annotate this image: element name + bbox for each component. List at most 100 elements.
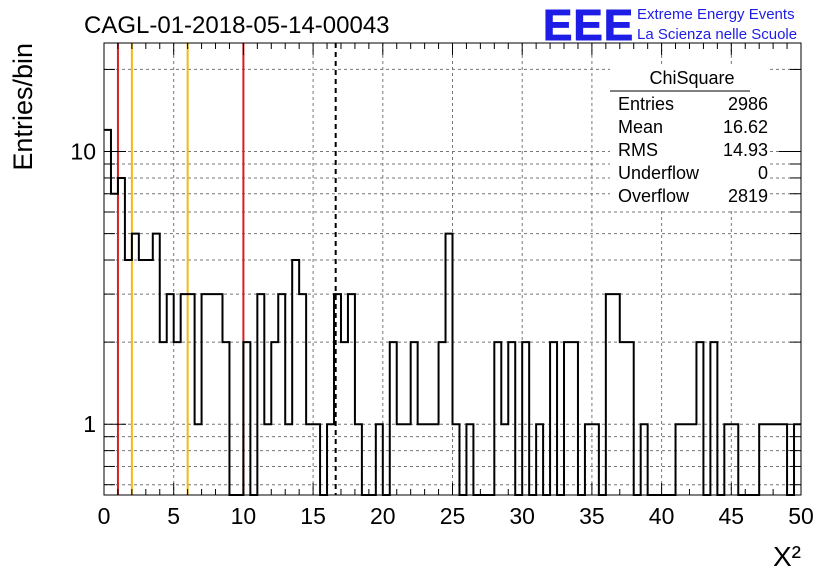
- histogram-bin: [271, 342, 278, 495]
- histogram-bin: [592, 424, 599, 495]
- stats-value-underflow: 0: [758, 163, 768, 183]
- stats-label-rms: RMS: [618, 140, 658, 160]
- histogram-bin: [209, 294, 216, 495]
- x-tick-label: 10: [231, 503, 257, 529]
- eee-logo-mark: EEE: [543, 1, 634, 50]
- histogram-bin: [132, 234, 139, 495]
- histogram-bin: [508, 342, 515, 495]
- histogram-bin: [348, 294, 355, 495]
- histogram-bin: [243, 342, 250, 495]
- histogram-bin: [195, 424, 202, 495]
- histogram-bin: [202, 294, 209, 495]
- histogram-bin: [759, 424, 766, 495]
- histogram-bin: [292, 260, 299, 495]
- stats-value-overflow: 2819: [728, 186, 768, 206]
- histogram-bin: [327, 424, 334, 495]
- histogram-bin: [390, 342, 397, 495]
- axis-ticks: 0 5 10 15 20 25 30 35 40 45 50 1 10: [70, 43, 814, 529]
- histogram-bin: [299, 294, 306, 495]
- histogram-bin: [585, 424, 592, 495]
- stats-value-mean: 16.62: [723, 117, 768, 137]
- stats-box: ChiSquare Entries 2986 Mean 16.62 RMS 14…: [610, 65, 770, 210]
- histogram-bin: [181, 294, 188, 495]
- histogram-bin: [174, 342, 181, 495]
- x-tick-label: 5: [167, 503, 180, 529]
- y-tick-label: 1: [83, 411, 96, 437]
- x-tick-label: 25: [440, 503, 466, 529]
- y-axis-label: Entries/bin: [8, 43, 38, 171]
- x-tick-label: 0: [98, 503, 111, 529]
- stats-box-bg: [610, 65, 770, 210]
- histogram-bin: [167, 294, 174, 495]
- histogram-bin: [425, 424, 432, 495]
- histogram-bin: [104, 130, 111, 495]
- y-tick-label: 10: [70, 139, 96, 165]
- histogram-bin: [411, 342, 418, 495]
- histogram-bin: [564, 342, 571, 495]
- histogram-bin: [139, 260, 146, 495]
- histogram-bin: [683, 424, 690, 495]
- histogram-bin: [264, 424, 271, 495]
- histogram-bin: [404, 424, 411, 495]
- histogram-bin: [313, 424, 320, 495]
- histogram-bin: [453, 424, 460, 495]
- histogram-bin: [571, 342, 578, 495]
- histogram-bin: [216, 294, 223, 495]
- run-title: CAGL-01-2018-05-14-00043: [84, 12, 390, 39]
- x-tick-label: 35: [579, 503, 605, 529]
- histogram-bin: [689, 424, 696, 495]
- histogram-bin: [696, 342, 703, 495]
- histogram-bin: [285, 424, 292, 495]
- histogram-bin: [111, 194, 118, 495]
- stats-title: ChiSquare: [649, 68, 734, 88]
- histogram-bin: [613, 294, 620, 495]
- histogram-bin: [731, 424, 738, 495]
- histogram-bin: [627, 342, 634, 495]
- x-tick-label: 50: [788, 503, 814, 529]
- histogram-bin: [446, 234, 453, 495]
- histogram-bin: [710, 342, 717, 495]
- histogram-bin: [153, 234, 160, 495]
- histogram-bin: [397, 424, 404, 495]
- histogram-bin: [780, 424, 787, 495]
- eee-logo-line1: Extreme Energy Events: [637, 6, 795, 23]
- eee-logo: EEE Extreme Energy Events La Scienza nel…: [543, 1, 798, 51]
- histogram-bin: [550, 342, 557, 495]
- histogram-bin: [536, 424, 543, 495]
- histogram-bin: [466, 424, 473, 495]
- histogram-bin: [306, 424, 313, 495]
- histogram-bin: [341, 342, 348, 495]
- histogram-bin: [222, 342, 229, 495]
- histogram-bin: [439, 342, 446, 495]
- stats-label-entries: Entries: [618, 94, 674, 114]
- histogram-bin: [418, 424, 425, 495]
- x-tick-label: 45: [719, 503, 745, 529]
- histogram-bin: [522, 342, 529, 495]
- histogram-bin: [501, 424, 508, 495]
- stats-label-mean: Mean: [618, 117, 663, 137]
- histogram-bin: [724, 424, 731, 495]
- histogram-bin: [432, 424, 439, 495]
- histogram-bin: [355, 424, 362, 495]
- histogram-bin: [125, 260, 132, 495]
- histogram-bin: [494, 342, 501, 495]
- x-axis-label: X²: [773, 541, 801, 572]
- stats-label-underflow: Underflow: [618, 163, 700, 183]
- histogram-bin: [188, 294, 195, 495]
- stats-label-overflow: Overflow: [618, 186, 690, 206]
- histogram-bin: [641, 424, 648, 495]
- histogram-bin: [620, 342, 627, 495]
- histogram-bin: [146, 260, 153, 495]
- x-tick-label: 15: [300, 503, 326, 529]
- histogram-bin: [278, 294, 285, 495]
- histogram-bin: [257, 294, 264, 495]
- histogram-bin: [676, 424, 683, 495]
- histogram-bin: [334, 294, 341, 495]
- stats-value-rms: 14.93: [723, 140, 768, 160]
- stats-value-entries: 2986: [728, 94, 768, 114]
- x-tick-label: 30: [509, 503, 535, 529]
- histogram-bin: [606, 294, 613, 495]
- histogram-bin: [773, 424, 780, 495]
